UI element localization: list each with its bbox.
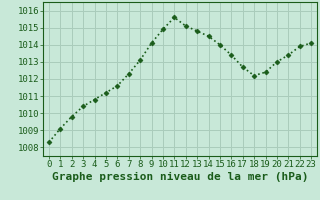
X-axis label: Graphe pression niveau de la mer (hPa): Graphe pression niveau de la mer (hPa) xyxy=(52,172,308,182)
